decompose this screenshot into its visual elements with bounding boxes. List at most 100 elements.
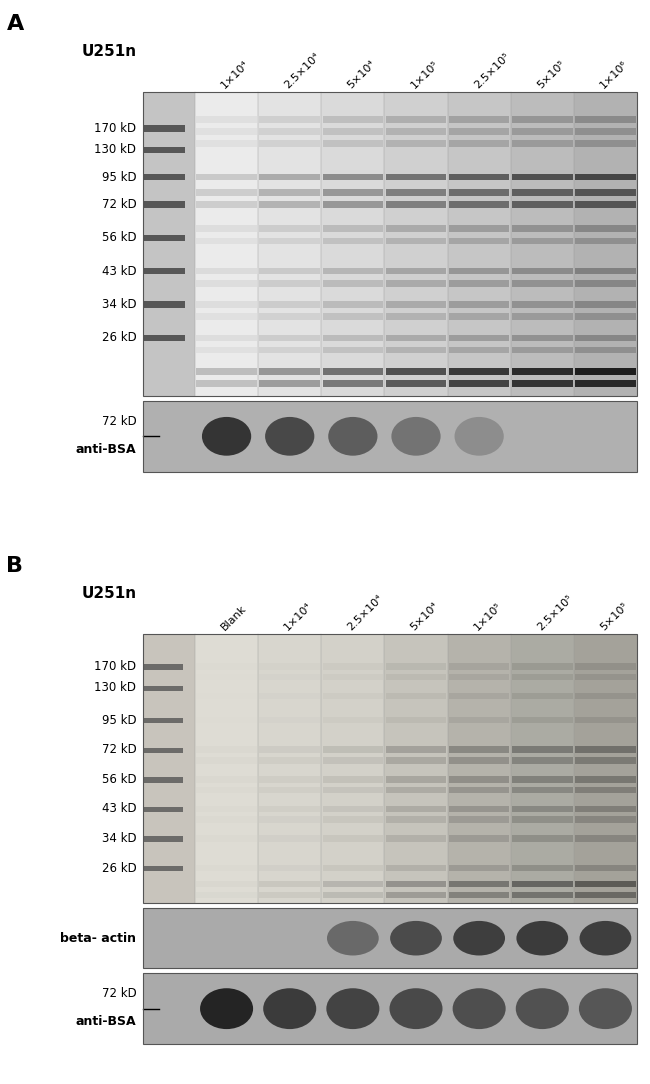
Bar: [512, 225, 573, 232]
Bar: [144, 664, 183, 670]
Bar: [259, 805, 320, 812]
Bar: [449, 881, 510, 888]
Bar: [385, 128, 447, 134]
Bar: [385, 268, 447, 274]
Bar: [196, 202, 257, 208]
Bar: [385, 674, 447, 681]
Bar: [259, 268, 320, 274]
Text: 43 kD: 43 kD: [102, 802, 136, 815]
Bar: [322, 202, 383, 208]
Text: anti-BSA: anti-BSA: [76, 1015, 136, 1028]
Bar: [322, 747, 383, 753]
Bar: [449, 758, 510, 764]
Text: U251n: U251n: [81, 586, 136, 601]
Bar: [196, 717, 257, 723]
Bar: [575, 237, 636, 244]
Bar: [144, 866, 183, 872]
Bar: [449, 663, 510, 670]
Bar: [196, 776, 257, 783]
Text: 43 kD: 43 kD: [102, 264, 136, 278]
Bar: [385, 816, 447, 823]
Bar: [259, 816, 320, 823]
Text: 34 kD: 34 kD: [102, 831, 136, 844]
Bar: [512, 335, 573, 341]
Bar: [575, 776, 636, 783]
Bar: [322, 674, 383, 681]
Bar: [322, 313, 383, 320]
Bar: [144, 748, 183, 753]
Bar: [449, 301, 510, 308]
Ellipse shape: [454, 417, 504, 455]
Bar: [259, 674, 320, 681]
Bar: [512, 835, 573, 841]
Bar: [321, 634, 384, 903]
Bar: [449, 141, 510, 147]
Bar: [575, 116, 636, 122]
Bar: [575, 787, 636, 793]
Bar: [196, 881, 257, 888]
Text: 1×10⁵: 1×10⁵: [409, 59, 441, 90]
Bar: [322, 663, 383, 670]
Text: 95 kD: 95 kD: [102, 713, 136, 726]
Bar: [385, 335, 447, 341]
Bar: [144, 836, 183, 841]
Bar: [196, 189, 257, 195]
Text: 72 kD: 72 kD: [102, 988, 136, 999]
Bar: [385, 189, 447, 195]
Bar: [575, 816, 636, 823]
Bar: [196, 335, 257, 341]
Bar: [322, 787, 383, 793]
Bar: [512, 173, 573, 180]
Bar: [322, 865, 383, 872]
Text: 2.5×10⁴: 2.5×10⁴: [346, 593, 385, 632]
Bar: [449, 237, 510, 244]
Bar: [385, 347, 447, 353]
Bar: [575, 674, 636, 681]
Bar: [575, 313, 636, 320]
Bar: [575, 892, 636, 899]
Bar: [144, 126, 185, 132]
Ellipse shape: [389, 989, 443, 1029]
Bar: [143, 634, 195, 903]
Bar: [449, 380, 510, 387]
Bar: [196, 787, 257, 793]
Bar: [322, 805, 383, 812]
Bar: [512, 301, 573, 308]
Bar: [196, 173, 257, 180]
Bar: [384, 634, 448, 903]
Bar: [259, 835, 320, 841]
Bar: [258, 634, 321, 903]
Bar: [196, 380, 257, 387]
Bar: [449, 116, 510, 122]
Bar: [322, 693, 383, 699]
Bar: [385, 892, 447, 899]
Bar: [322, 380, 383, 387]
Bar: [512, 758, 573, 764]
Bar: [512, 116, 573, 122]
Bar: [195, 92, 258, 396]
Bar: [322, 189, 383, 195]
Bar: [196, 865, 257, 872]
Text: 56 kD: 56 kD: [102, 773, 136, 786]
Ellipse shape: [391, 417, 441, 455]
Bar: [512, 674, 573, 681]
Bar: [512, 693, 573, 699]
Bar: [259, 663, 320, 670]
Bar: [512, 380, 573, 387]
Bar: [449, 369, 510, 375]
Bar: [512, 268, 573, 274]
Bar: [322, 892, 383, 899]
Bar: [449, 805, 510, 812]
Bar: [512, 805, 573, 812]
Text: 72 kD: 72 kD: [102, 415, 136, 428]
Bar: [259, 202, 320, 208]
Text: 5×10⁵: 5×10⁵: [599, 601, 630, 632]
Bar: [322, 758, 383, 764]
Bar: [196, 369, 257, 375]
Bar: [449, 280, 510, 286]
Text: 56 kD: 56 kD: [102, 231, 136, 244]
Bar: [322, 128, 383, 134]
Bar: [196, 313, 257, 320]
Bar: [385, 380, 447, 387]
Bar: [258, 92, 321, 396]
